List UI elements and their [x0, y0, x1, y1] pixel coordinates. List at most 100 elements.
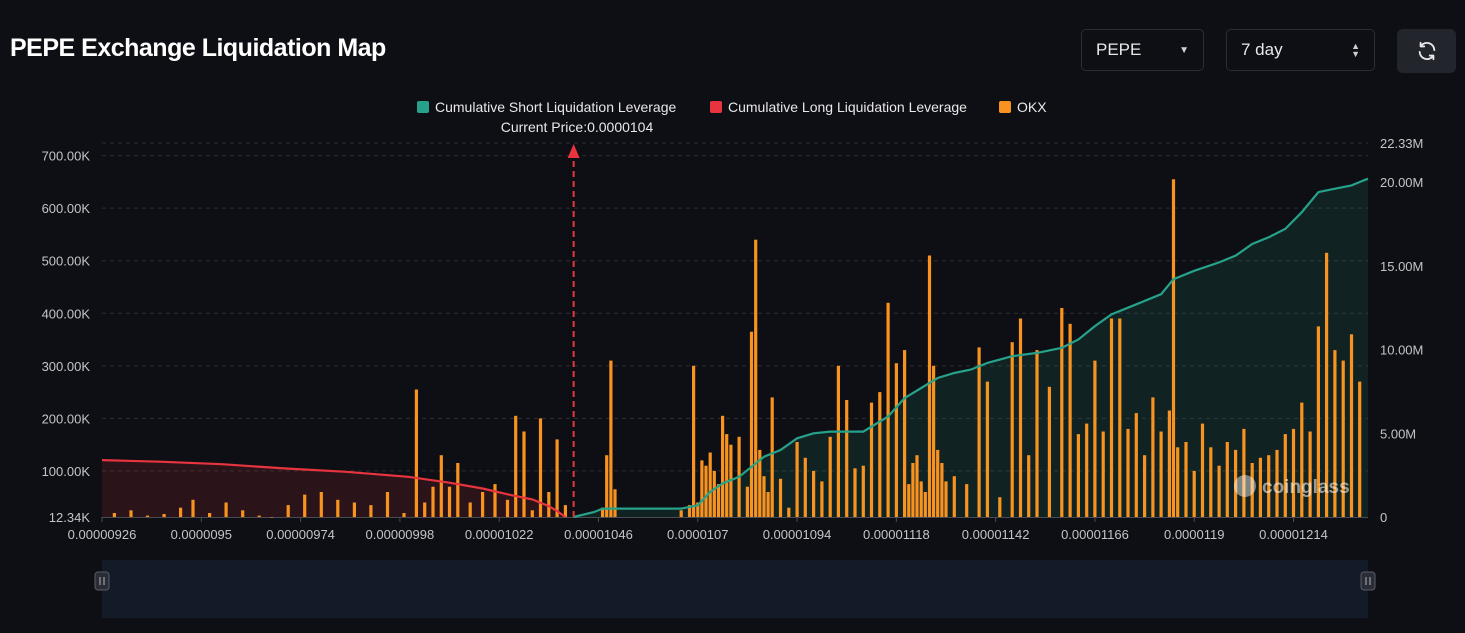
okx-bar: [762, 476, 766, 517]
right-axis: 0 5.00M 10.00M 15.00M 20.00M 22.33M: [1380, 136, 1423, 525]
okx-bar: [1267, 455, 1271, 517]
legend-label: Cumulative Short Liquidation Leverage: [435, 99, 676, 115]
okx-bar: [944, 481, 948, 517]
okx-bar: [828, 436, 832, 517]
okx-bar: [319, 492, 323, 517]
okx-bar: [514, 415, 518, 517]
legend-label: OKX: [1017, 99, 1047, 115]
okx-bar: [1109, 318, 1114, 517]
page-title: PEPE Exchange Liquidation Map: [10, 34, 386, 62]
okx-bar: [423, 502, 427, 517]
okx-bar: [522, 431, 526, 517]
current-price-arrow: [567, 144, 580, 158]
okx-bar: [927, 255, 932, 517]
okx-bar: [1242, 428, 1246, 517]
current-price-label: Current Price:0.0000104: [501, 119, 654, 135]
left-tick-label: 200.00K: [42, 411, 91, 426]
okx-bar: [1068, 323, 1072, 517]
okx-bar: [336, 499, 340, 517]
x-tick-label: 0.0000119: [1164, 527, 1225, 542]
okx-bar: [241, 510, 245, 517]
range-navigator[interactable]: [94, 560, 1376, 618]
navigator-handle-left[interactable]: [94, 571, 110, 591]
right-tick-label: 5.00M: [1380, 426, 1416, 441]
navigator-handle-right[interactable]: [1360, 571, 1376, 591]
okx-bar: [1217, 465, 1221, 517]
okx-bar: [286, 505, 290, 517]
okx-bar: [1176, 447, 1180, 517]
x-tick-label: 0.00000974: [266, 527, 335, 542]
coinglass-logo-icon: [1234, 475, 1256, 497]
okx-bar: [965, 484, 969, 517]
okx-bar: [1192, 470, 1196, 517]
x-tick-label: 0.00001022: [465, 527, 534, 542]
right-tick-label: 22.33M: [1380, 136, 1423, 151]
okx-bar: [936, 449, 940, 517]
okx-bar: [1047, 386, 1051, 517]
okx-bar: [932, 365, 936, 517]
okx-bar: [1358, 381, 1362, 517]
okx-bar: [745, 486, 749, 517]
okx-bar: [1316, 326, 1320, 517]
okx-bar: [940, 463, 944, 517]
okx-bar: [853, 468, 857, 517]
coin-select-value: PEPE: [1096, 40, 1142, 59]
period-select[interactable]: 7 day ▲ ▼: [1226, 29, 1375, 71]
okx-bar: [1283, 434, 1287, 517]
up-down-icon: ▲ ▼: [1351, 41, 1360, 59]
x-tick-label: 0.0000095: [171, 527, 232, 542]
okx-bar: [613, 489, 617, 517]
okx-bar: [985, 381, 989, 517]
okx-bar: [903, 350, 907, 517]
okx-bar: [795, 442, 799, 517]
coin-select[interactable]: PEPE ▼: [1081, 29, 1204, 71]
okx-bar: [129, 510, 133, 517]
okx-bar: [911, 463, 915, 517]
okx-bar: [1234, 449, 1238, 517]
okx-bar: [1134, 413, 1138, 517]
okx-bar: [1159, 431, 1163, 517]
cumulative-short-line: [573, 177, 1369, 519]
right-tick-label: 15.00M: [1380, 259, 1423, 274]
okx-bar: [704, 465, 708, 517]
okx-bar: [1018, 318, 1023, 517]
okx-bar: [530, 510, 534, 517]
okx-bar: [820, 481, 824, 517]
okx-bar: [692, 365, 696, 517]
right-tick-label: 0: [1380, 510, 1387, 525]
okx-bar: [191, 499, 195, 517]
okx-bar: [439, 455, 443, 517]
refresh-button[interactable]: [1397, 29, 1456, 73]
x-tick-label: 0.0000107: [667, 527, 728, 542]
okx-bar: [547, 492, 551, 517]
okx-bar: [468, 502, 472, 517]
okx-bar: [919, 481, 923, 517]
okx-bar: [493, 484, 497, 517]
watermark-text: coinglass: [1262, 477, 1350, 498]
okx-bar: [1171, 179, 1176, 518]
okx-bar: [1126, 428, 1130, 517]
okx-bar: [456, 463, 460, 517]
left-tick-label: 12.34K: [49, 510, 91, 525]
okx-bar: [270, 517, 274, 518]
okx-bar: [1151, 397, 1155, 517]
okx-bar: [1275, 449, 1279, 517]
okx-bar: [923, 492, 927, 517]
okx-bar: [1035, 350, 1039, 517]
okx-bar: [907, 484, 911, 517]
x-tick-label: 0.00001118: [863, 527, 930, 542]
okx-bar: [687, 505, 692, 517]
okx-bar: [749, 331, 754, 517]
legend-label: Cumulative Long Liquidation Leverage: [728, 99, 967, 115]
okx-bar: [766, 492, 770, 517]
okx-bar: [414, 389, 418, 517]
okx-bar: [836, 365, 840, 517]
okx-bar: [725, 434, 729, 517]
okx-bar: [224, 502, 228, 517]
cumulative-lines: [101, 177, 1369, 519]
okx-bar: [563, 505, 567, 517]
x-tick-label: 0.00000926: [68, 527, 137, 542]
okx-bar: [1101, 431, 1105, 517]
okx-bar: [1085, 423, 1089, 517]
